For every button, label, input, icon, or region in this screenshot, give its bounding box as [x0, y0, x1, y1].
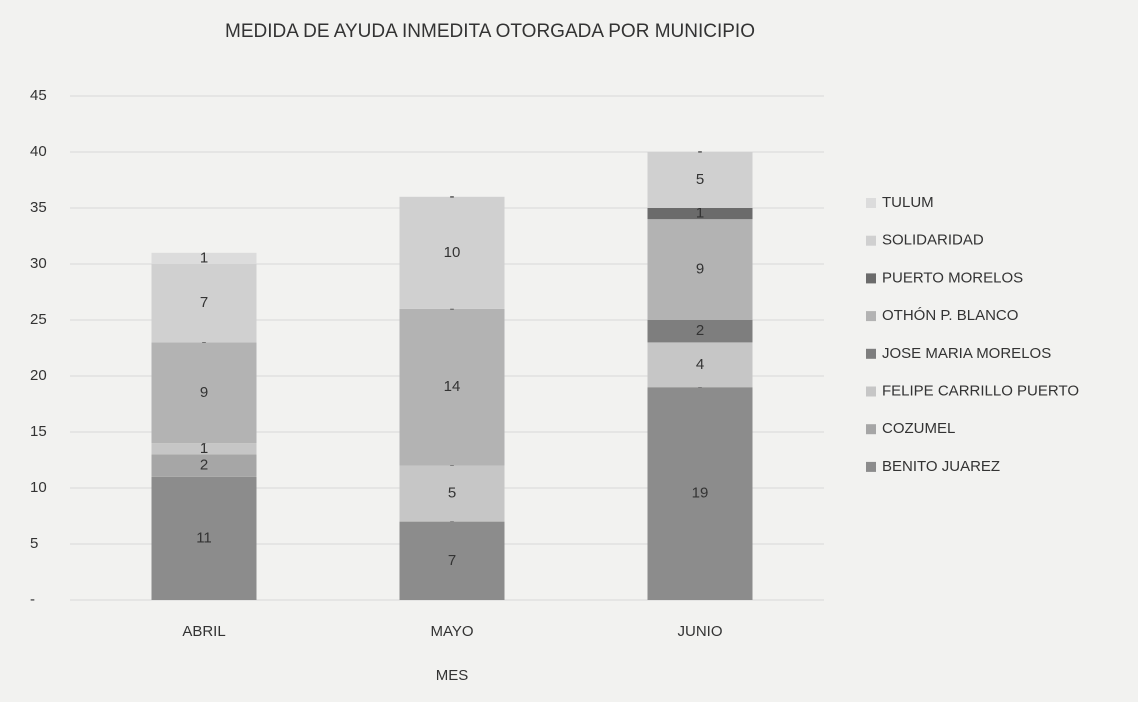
legend-label: PUERTO MORELOS: [882, 269, 1023, 286]
bar-segment: [399, 308, 505, 466]
bar-segment: [647, 152, 753, 208]
legend-label: SOLIDARIDAD: [882, 232, 984, 249]
x-tick-label: JUNIO: [678, 623, 723, 640]
data-label: 7: [200, 294, 208, 311]
x-tick-label: MAYO: [430, 623, 473, 640]
chart-title: MEDIDA DE AYUDA INMEDITA OTORGADA POR MU…: [225, 21, 755, 42]
legend-label: JOSE MARIA MORELOS: [882, 345, 1051, 362]
data-label: 11: [196, 529, 212, 546]
y-tick-label: -: [30, 591, 35, 608]
data-label: 1: [200, 249, 208, 266]
data-label: 5: [696, 171, 704, 188]
data-label: 19: [692, 485, 709, 502]
legend-swatch: [866, 348, 876, 359]
y-tick-label: 45: [30, 87, 47, 104]
data-label: 10: [444, 244, 461, 261]
data-label: 1: [200, 440, 208, 457]
data-label: 2: [696, 322, 704, 339]
bar-segment: [151, 342, 257, 444]
legend-label: FELIPE CARRILLO PUERTO: [882, 382, 1079, 399]
x-axis-title: MES: [436, 667, 469, 684]
legend-swatch: [866, 461, 876, 472]
data-label: 4: [696, 356, 704, 373]
legend-swatch: [866, 311, 876, 322]
data-label: -: [698, 143, 703, 160]
y-tick-label: 10: [30, 479, 47, 496]
legend-label: COZUMEL: [882, 420, 955, 437]
bar-segment: [647, 219, 753, 320]
data-label: 1: [696, 205, 704, 222]
bar-segment: [399, 196, 505, 309]
bar-segment: [647, 387, 753, 600]
bar-segment: [399, 465, 505, 522]
legend-label: BENITO JUAREZ: [882, 458, 1000, 475]
data-label: 7: [448, 552, 456, 569]
bar-segment: [151, 476, 257, 600]
data-label: 2: [200, 457, 208, 474]
legend-label: OTHÓN P. BLANCO: [882, 307, 1018, 324]
data-label: 9: [200, 384, 208, 401]
bar-segment: [151, 264, 257, 343]
data-label: -: [450, 188, 455, 205]
legend-swatch: [866, 198, 876, 208]
y-tick-label: 15: [30, 423, 47, 440]
bar-segment: [647, 342, 753, 388]
bar-segment: [399, 521, 505, 600]
y-tick-label: 5: [30, 535, 38, 552]
bar-segment: [151, 454, 257, 477]
bar-segment: [647, 320, 753, 343]
y-tick-label: 35: [30, 199, 47, 216]
legend-swatch: [866, 424, 876, 435]
legend-label: TULUM: [882, 194, 934, 211]
bar-segment: [151, 443, 257, 455]
data-label: 14: [444, 378, 461, 395]
legend-swatch: [866, 273, 876, 284]
y-tick-label: 20: [30, 367, 47, 384]
y-tick-label: 40: [30, 143, 47, 160]
bar-segment: [151, 252, 257, 264]
y-tick-label: 25: [30, 311, 47, 328]
bar-segment: [647, 208, 753, 220]
y-tick-label: 30: [30, 255, 47, 272]
data-label: 9: [696, 261, 704, 278]
legend-swatch: [866, 386, 876, 397]
x-tick-label: ABRIL: [182, 623, 225, 640]
data-label: 5: [448, 485, 456, 502]
legend-swatch: [866, 235, 876, 246]
